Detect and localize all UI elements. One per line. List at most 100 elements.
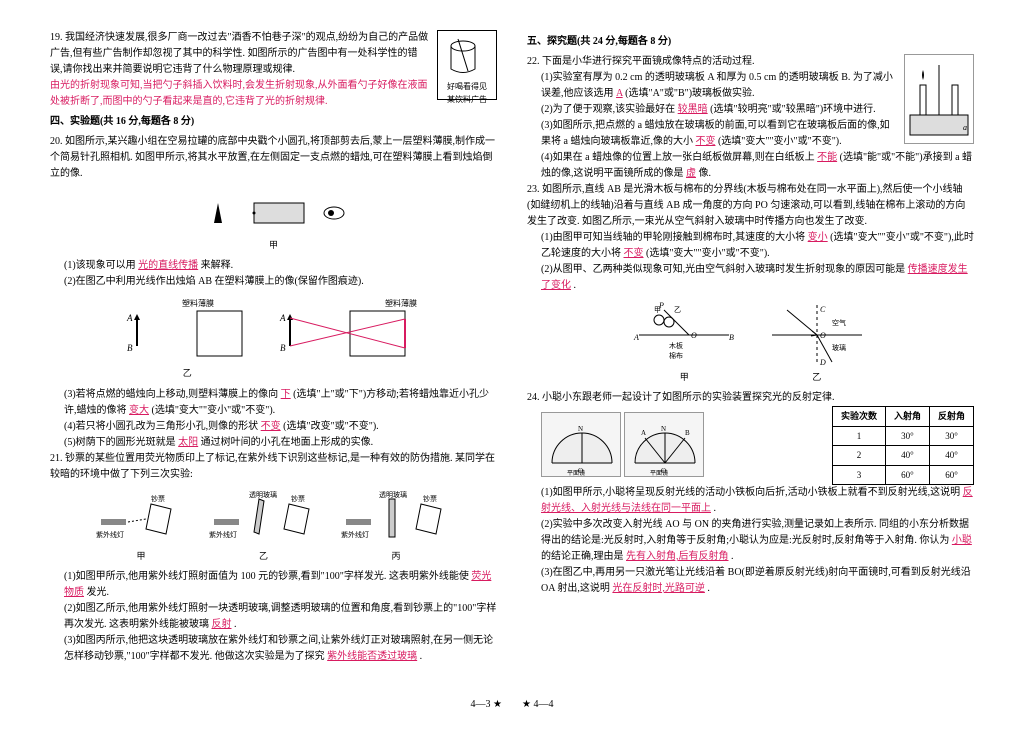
section-4-header: 四、实验题(共 16 分,每题各 8 分) xyxy=(50,114,497,130)
td: 30° xyxy=(929,426,973,445)
svg-text:平面镜: 平面镜 xyxy=(567,469,585,476)
q20-1-ans: 光的直线传播 xyxy=(138,260,198,271)
svg-text:A: A xyxy=(279,313,286,323)
q24-table: 实验次数入射角反射角 130°30° 240°40° 360°60° xyxy=(832,406,974,485)
svg-text:B: B xyxy=(729,333,734,342)
q23-2b: . xyxy=(571,280,576,291)
q20-1b: 来解释. xyxy=(198,260,233,271)
fig-22: a xyxy=(904,54,974,144)
svg-text:木板: 木板 xyxy=(669,341,683,350)
td: 1 xyxy=(832,426,885,445)
q19: 好喝看得见 某饮料广告 19. 我国经济快速发展,很多厂商一改过去"酒香不怕巷子… xyxy=(50,30,497,110)
q23-2a: (2)从图甲、乙两种类似现象可知,光由空气斜射入玻璃时发生折射现象的原因可能是 xyxy=(541,264,908,275)
left-column: 好喝看得见 某饮料广告 19. 我国经济快速发展,很多厂商一改过去"酒香不怕巷子… xyxy=(50,30,497,665)
q21-1a: (1)如图甲所示,他用紫外线灯照射面值为 100 元的钞票,看到"100"字样发… xyxy=(64,571,471,582)
q20-5-ans: 太阳 xyxy=(178,437,198,448)
td: 30° xyxy=(885,426,929,445)
q22-4a: (4)如果在 a 蜡烛像的位置上放一张白纸板做屏幕,则在白纸板上 xyxy=(541,152,817,163)
ad-text: 好喝看得见 xyxy=(447,82,487,91)
q22-2-ans: 较黑暗 xyxy=(678,104,708,115)
td: 60° xyxy=(929,465,973,484)
td: 2 xyxy=(832,446,885,465)
page-footer: 4—3 ★ ★ 4—4 xyxy=(0,695,1024,710)
q22-4-ans1: 不能 xyxy=(817,152,837,163)
svg-text:C: C xyxy=(820,305,826,314)
q20-5a: (5)树荫下的圆形光斑就是 xyxy=(64,437,178,448)
svg-text:紫外线灯: 紫外线灯 xyxy=(341,530,369,539)
svg-text:N: N xyxy=(661,425,666,433)
q22-3b: (选填"变大""变小"或"不变"). xyxy=(715,136,841,147)
q24-2-ans1: 小聪 xyxy=(952,535,972,546)
q24-3a: (3)在图乙中,再用另一只激光笔让光线沿着 BO(即逆着原反射光线)射向平面镜时… xyxy=(541,567,971,594)
svg-text:平面镜: 平面镜 xyxy=(650,469,668,476)
q20-2: (2)在图乙中利用光线作出烛焰 AB 在塑料薄膜上的像(保留作图痕迹). xyxy=(50,274,497,290)
th-0: 实验次数 xyxy=(832,407,885,426)
fig-21-yi: 紫外线灯透明玻璃钞票 乙 xyxy=(209,489,319,563)
q24-2-ans2: 先有入射角,后有反射角 xyxy=(626,551,729,562)
q20-3a: (3)若将点燃的蜡烛向上移动,则塑料薄膜上的像向 xyxy=(64,389,281,400)
fig-20-yi-right: 塑料薄膜AB xyxy=(275,296,425,366)
svg-text:O: O xyxy=(691,331,697,340)
q20-4b: (选填"改变"或"不变"). xyxy=(281,421,379,432)
td: 3 xyxy=(832,465,885,484)
svg-text:B: B xyxy=(127,343,133,353)
q23-stem: 23. 如图所示,直线 AB 是光滑木板与棉布的分界线(木板与棉布处在同一水平面… xyxy=(527,182,974,230)
q22-2a: (2)为了便于观察,该实验最好在 xyxy=(541,104,678,115)
ad-caption: 某饮料广告 xyxy=(438,94,496,107)
svg-text:乙: 乙 xyxy=(674,306,681,314)
q21-1b: 发光. xyxy=(84,587,109,598)
q24-1a: (1)如图甲所示,小聪将呈现反射光线的活动小铁板向后折,活动小铁板上就看不到反射… xyxy=(541,487,963,498)
q19-text: 19. 我国经济快速发展,很多厂商一改过去"酒香不怕巷子深"的观点,纷纷为自己的… xyxy=(50,32,428,75)
svg-text:B: B xyxy=(685,429,690,437)
q24-3-ans: 光在反射时,光路可逆 xyxy=(612,583,705,594)
q20-4-ans: 不变 xyxy=(261,421,281,432)
ad-box: 好喝看得见 某饮料广告 xyxy=(437,30,497,100)
fig-24-yi: ANBO平面镜 xyxy=(624,412,704,477)
fig-21-jia: 紫外线灯钞票 甲 xyxy=(96,489,186,563)
q21-3b: . xyxy=(417,651,422,662)
q23-lbl-a: 甲 xyxy=(629,370,739,384)
q22-1-ans: A xyxy=(616,88,623,99)
fig-label-yi: 乙 xyxy=(122,366,252,380)
q21-2b: . xyxy=(232,619,237,630)
q24-1b: . xyxy=(711,503,716,514)
q20-3-ans2: 变大 xyxy=(129,405,149,416)
fig-20-yi-left: 塑料薄膜AB 乙 xyxy=(122,296,252,380)
q20-stem: 20. 如图所示,某兴趣小组在空易拉罐的底部中央戳个小圆孔,将顶部剪去后,蒙上一… xyxy=(50,134,497,182)
svg-text:P: P xyxy=(658,301,664,310)
svg-text:空气: 空气 xyxy=(832,318,846,327)
q23-lbl-b: 乙 xyxy=(762,370,872,384)
q24-stem: 24. 小聪小东跟老师一起设计了如图所示的实验装置探究光的反射定律. xyxy=(527,390,974,406)
svg-text:a: a xyxy=(963,123,967,132)
svg-text:D: D xyxy=(819,358,826,367)
td: 40° xyxy=(885,446,929,465)
q22: a 22. 下面是小华进行探究平面镜成像特点的活动过程. (1)实验室有厚为 0… xyxy=(527,54,974,182)
q20-3-ans1: 下 xyxy=(281,389,291,400)
q24: 24. 小聪小东跟老师一起设计了如图所示的实验装置探究光的反射定律. 实验次数入… xyxy=(527,390,974,597)
td: 60° xyxy=(885,465,929,484)
q21-2a: (2)如图乙所示,他用紫外线灯照射一块透明玻璃,调整透明玻璃的位置和角度,看到钞… xyxy=(64,603,496,630)
svg-text:N: N xyxy=(578,425,583,433)
q21-3a: (3)如图丙所示,他把这块透明玻璃放在紫外线灯和钞票之间,让紫外线灯正对玻璃照射… xyxy=(64,635,493,662)
svg-text:A: A xyxy=(641,429,646,437)
q20-1a: (1)该现象可以用 xyxy=(64,260,138,271)
fig-23-jia: AB木板棉布甲乙PO 甲 xyxy=(629,300,739,384)
svg-text:紫外线灯: 紫外线灯 xyxy=(209,530,237,539)
svg-text:透明玻璃: 透明玻璃 xyxy=(379,490,407,499)
q21: 21. 钞票的某些位置用荧光物质印上了标记,在紫外线下识别这些标记,是一种有效的… xyxy=(50,451,497,665)
svg-text:O: O xyxy=(820,331,826,340)
svg-text:钞票: 钞票 xyxy=(291,494,305,503)
q21-lbl-c: 丙 xyxy=(341,549,451,563)
q24-3b: . xyxy=(705,583,710,594)
svg-text:透明玻璃: 透明玻璃 xyxy=(249,490,277,499)
svg-text:A: A xyxy=(633,333,639,342)
svg-text:棉布: 棉布 xyxy=(669,351,683,360)
fig-label-jia: 甲 xyxy=(194,238,354,252)
cup-icon xyxy=(438,31,496,81)
svg-text:塑料薄膜: 塑料薄膜 xyxy=(182,298,214,308)
q22-2b: (选填"较明亮"或"较黑暗")环境中进行. xyxy=(708,104,876,115)
td: 40° xyxy=(929,446,973,465)
svg-text:钞票: 钞票 xyxy=(151,494,165,503)
q24-2a: (2)实验中多次改变入射光线 AO 与 ON 的夹角进行实验,测量记录如上表所示… xyxy=(541,519,969,546)
right-column: 五、探究题(共 24 分,每题各 8 分) a 22. 下面是小华进行探究平面镜… xyxy=(527,30,974,665)
